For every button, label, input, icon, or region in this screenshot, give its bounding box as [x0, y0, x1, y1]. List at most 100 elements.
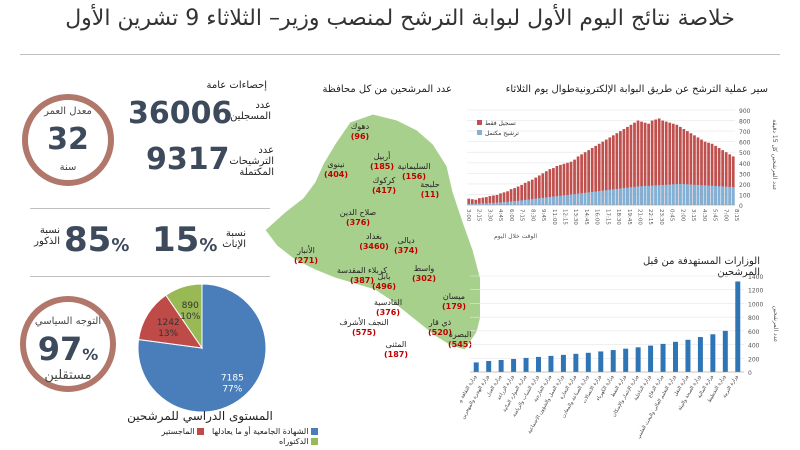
timeseries-bar-complete — [555, 196, 559, 205]
timeseries-ytick-label: 900 — [739, 108, 751, 115]
timeseries-bar-complete — [537, 198, 541, 205]
timeseries-bar-complete — [626, 187, 629, 205]
timeseries-bar-registered — [700, 139, 703, 205]
map-province-name: القادسية — [373, 298, 403, 307]
timeseries-bar-complete — [647, 185, 650, 205]
timeseries-xtick-label: 2:00 — [679, 209, 685, 222]
timeseries-y-label: عدد المرشحين كل 15 دقيقة — [771, 119, 778, 190]
timeseries-xtick-label: 12:15 — [561, 209, 567, 225]
timeseries-legend-swatch — [477, 130, 482, 135]
timeseries-bar-complete — [520, 200, 524, 205]
timeseries-bar-complete — [527, 199, 531, 205]
timeseries-bar-registered — [678, 126, 682, 205]
ministries-ytick-label: 600 — [748, 329, 760, 336]
timeseries-bar-complete — [682, 184, 686, 205]
timeseries-bar-complete — [689, 184, 693, 205]
timeseries-bar-registered — [696, 137, 700, 205]
registered-label: عدد المسجلين — [226, 100, 271, 122]
timeseries-bar-complete — [488, 203, 492, 205]
timeseries-bar-registered — [608, 137, 612, 205]
female-value: 15% — [152, 220, 217, 260]
map-province-name: كركوك — [372, 176, 396, 185]
timeseries-bar-registered — [721, 150, 725, 205]
timeseries-bar-complete — [650, 185, 654, 205]
timeseries-xtick-label: 6:00 — [508, 209, 514, 222]
timeseries-bar-registered — [569, 161, 573, 205]
map-province-value: (179) — [441, 302, 466, 311]
ministries-ytick-label: 200 — [748, 356, 760, 363]
timeseries-bar-complete — [668, 184, 672, 205]
pie-value-label: 7185 — [221, 374, 244, 384]
map-province-value: (387) — [349, 276, 374, 285]
map-province-name: الأنبار — [297, 246, 315, 255]
ministries-ytick-label: 1200 — [748, 288, 763, 295]
timeseries-xtick-label: 11:00 — [551, 209, 557, 225]
ministries-bar — [610, 350, 616, 372]
timeseries-xtick-label: 17:15 — [604, 209, 610, 225]
timeseries-bar-complete — [534, 198, 538, 205]
timeseries-ytick-label: 0 — [739, 203, 743, 210]
timeseries-bar-registered — [544, 171, 548, 205]
map-title: عدد المرشحين من كل محافظة — [322, 84, 452, 95]
ministries-bar — [486, 361, 492, 372]
ministries-bar — [623, 348, 629, 372]
timeseries-bar-registered — [636, 120, 640, 205]
timeseries-bar-registered — [693, 135, 696, 205]
map-province-label: كركوك (417) — [354, 176, 414, 196]
timeseries-xtick-label: 9:45 — [540, 209, 546, 222]
timeseries-bar-complete — [559, 195, 562, 205]
pie-title: المستوى الدراسي للمرشحين — [127, 409, 273, 423]
map-province-value: (575) — [351, 328, 376, 337]
timeseries-bar-registered — [513, 188, 516, 205]
timeseries-bar-registered — [671, 123, 675, 205]
timeseries-bar-registered — [601, 141, 605, 205]
timeseries-xtick-label: 8:30 — [529, 209, 535, 222]
female-label-2: الإناث — [222, 239, 246, 250]
male-value: 85% — [64, 220, 129, 260]
timeseries-bar-complete — [615, 188, 619, 205]
timeseries-bar-complete — [502, 202, 506, 205]
timeseries-bar-complete — [530, 199, 534, 205]
female-value-number: 15 — [152, 220, 200, 260]
pie-slice — [165, 283, 203, 350]
timeseries-bar-registered — [717, 148, 721, 205]
divider-2 — [30, 276, 270, 277]
timeseries-xtick-label: 22:15 — [647, 209, 653, 225]
timeseries-bar-complete — [633, 186, 636, 205]
map-province-label: البصرة (545) — [430, 330, 490, 350]
timeseries-bar-registered — [555, 165, 559, 205]
timeseries-bar-registered — [467, 198, 471, 205]
pie-percent-label: 77% — [222, 385, 242, 395]
map-province-name: النجف الأشرف — [339, 318, 389, 327]
political-value-number: 97 — [37, 330, 83, 368]
timeseries-bar-complete — [710, 185, 714, 205]
map-province-label: نينوى (404) — [306, 160, 366, 180]
completed-label: عدد الترشيحات المكتملة — [226, 145, 274, 178]
timeseries-bar-registered — [647, 123, 650, 205]
timeseries-bar-complete — [566, 194, 569, 205]
political-value: 97% — [26, 330, 110, 368]
timeseries-ytick-label: 700 — [739, 129, 751, 136]
timeseries-bar-complete — [636, 186, 640, 205]
age-value: 32 — [47, 122, 89, 157]
timeseries-bar-complete — [506, 201, 509, 205]
timeseries-bar-registered — [597, 143, 601, 205]
timeseries-legend-label: تسجيل فقط — [485, 120, 516, 127]
timeseries-bar-registered — [573, 159, 576, 205]
timeseries-bar-complete — [594, 191, 598, 205]
map-province-value: (271) — [293, 256, 318, 265]
timeseries-ytick-label: 500 — [739, 150, 751, 157]
timeseries-bar-registered — [689, 133, 693, 205]
male-label-2: الذكور — [34, 236, 60, 247]
timeseries-bar-registered — [527, 181, 531, 205]
ministries-ytick-label: 0 — [748, 370, 752, 377]
timeseries-xtick-label: 2:15 — [476, 209, 482, 222]
timeseries-bar-complete — [499, 202, 502, 205]
timeseries-bar-complete — [495, 202, 499, 205]
pie-percent-label: 10% — [180, 312, 200, 322]
timeseries-bar-complete — [717, 186, 721, 205]
ministries-bar — [585, 352, 591, 372]
pie-legend-label: الدكتوراه — [278, 437, 311, 446]
map-province-value: (3460) — [359, 242, 389, 251]
